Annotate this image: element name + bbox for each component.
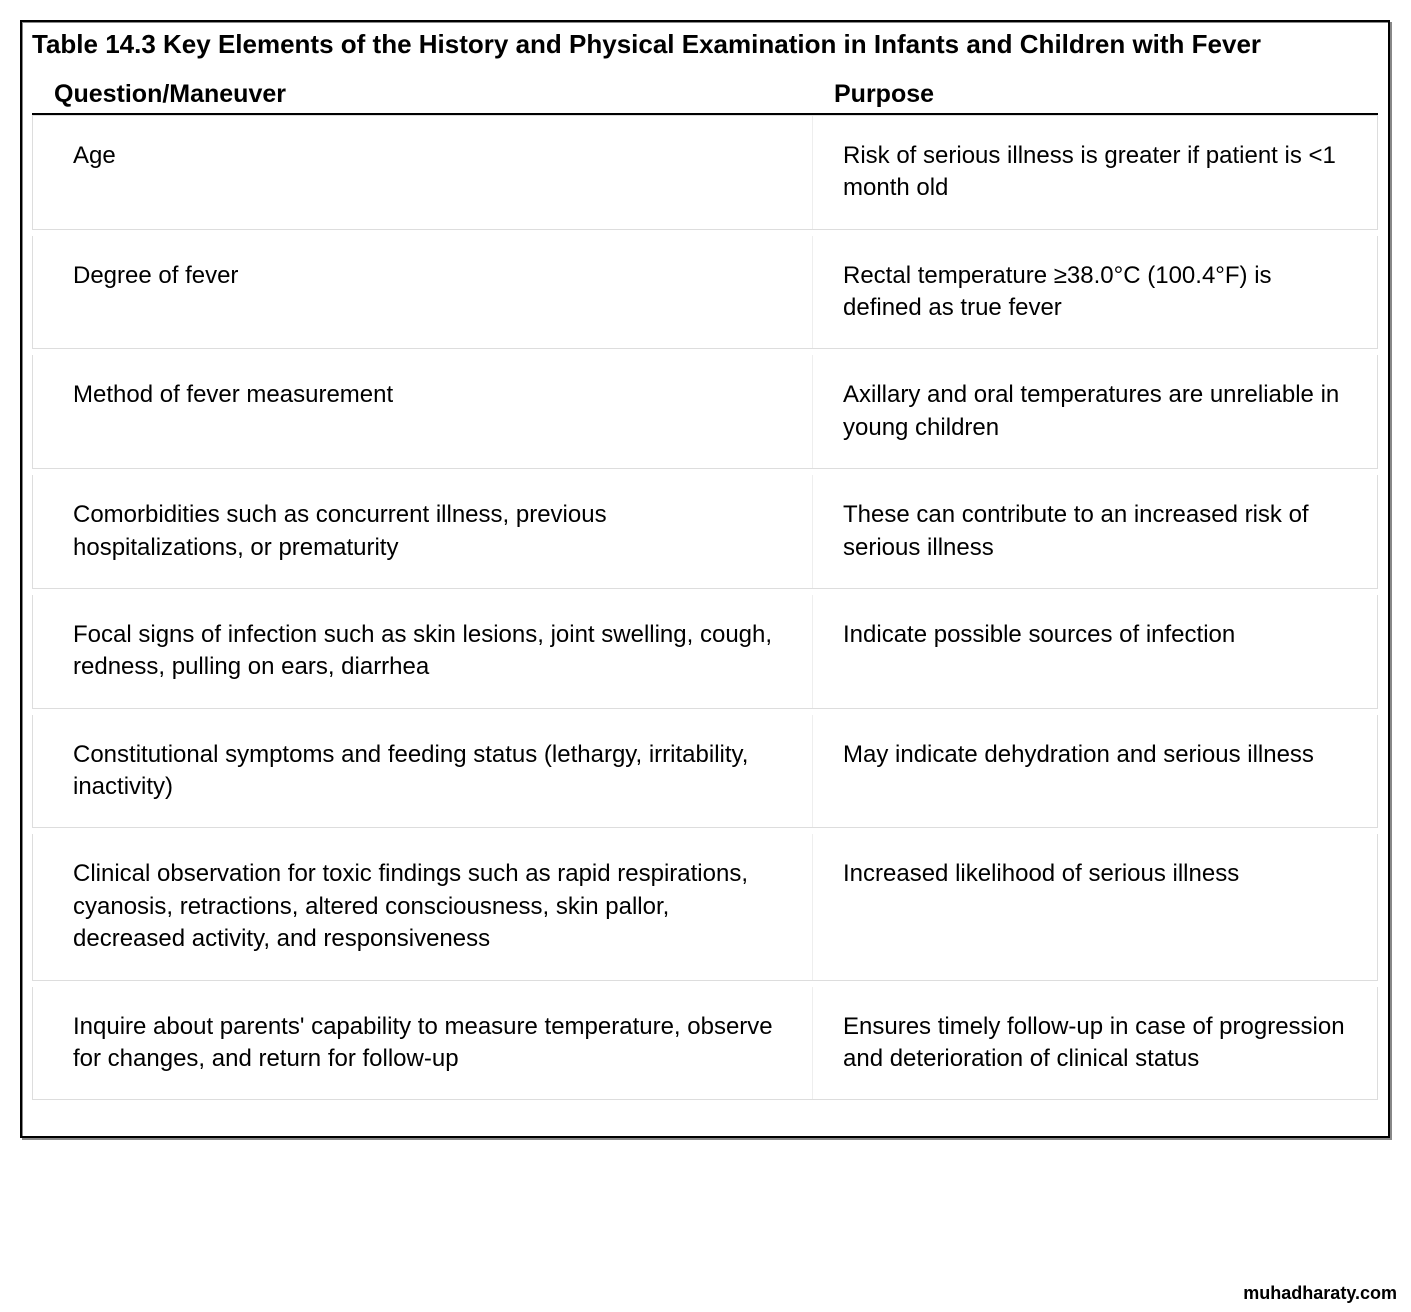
cell-question: Comorbidities such as concurrent illness… bbox=[33, 475, 813, 588]
table-header-row: Question/Maneuver Purpose bbox=[32, 80, 1378, 115]
cell-purpose: Rectal temperature ≥38.0°C (100.4°F) is … bbox=[813, 236, 1377, 349]
table-title: Table 14.3 Key Elements of the History a… bbox=[32, 28, 1378, 62]
table-row: Focal signs of infection such as skin le… bbox=[32, 595, 1378, 709]
cell-purpose: These can contribute to an increased ris… bbox=[813, 475, 1377, 588]
watermark: muhadharaty.com bbox=[1243, 1283, 1397, 1304]
cell-purpose: Increased likelihood of serious illness bbox=[813, 834, 1377, 979]
cell-question: Method of fever measurement bbox=[33, 355, 813, 468]
table-row: Constitutional symptoms and feeding stat… bbox=[32, 715, 1378, 829]
cell-question: Clinical observation for toxic findings … bbox=[33, 834, 813, 979]
cell-question: Degree of fever bbox=[33, 236, 813, 349]
table-row: Age Risk of serious illness is greater i… bbox=[32, 115, 1378, 230]
column-header-purpose: Purpose bbox=[834, 80, 1378, 109]
table-row: Comorbidities such as concurrent illness… bbox=[32, 475, 1378, 589]
cell-question: Age bbox=[33, 116, 813, 229]
cell-purpose: May indicate dehydration and serious ill… bbox=[813, 715, 1377, 828]
cell-question: Inquire about parents' capability to mea… bbox=[33, 987, 813, 1100]
cell-purpose: Axillary and oral temperatures are unrel… bbox=[813, 355, 1377, 468]
table-row: Clinical observation for toxic findings … bbox=[32, 834, 1378, 980]
table-body: Age Risk of serious illness is greater i… bbox=[32, 115, 1378, 1101]
table-container: Table 14.3 Key Elements of the History a… bbox=[20, 20, 1390, 1138]
cell-question: Focal signs of infection such as skin le… bbox=[33, 595, 813, 708]
cell-purpose: Ensures timely follow-up in case of prog… bbox=[813, 987, 1377, 1100]
table-row: Inquire about parents' capability to mea… bbox=[32, 987, 1378, 1101]
table-row: Method of fever measurement Axillary and… bbox=[32, 355, 1378, 469]
cell-question: Constitutional symptoms and feeding stat… bbox=[33, 715, 813, 828]
cell-purpose: Risk of serious illness is greater if pa… bbox=[813, 116, 1377, 229]
cell-purpose: Indicate possible sources of infection bbox=[813, 595, 1377, 708]
table-row: Degree of fever Rectal temperature ≥38.0… bbox=[32, 236, 1378, 350]
column-header-question: Question/Maneuver bbox=[54, 80, 834, 109]
